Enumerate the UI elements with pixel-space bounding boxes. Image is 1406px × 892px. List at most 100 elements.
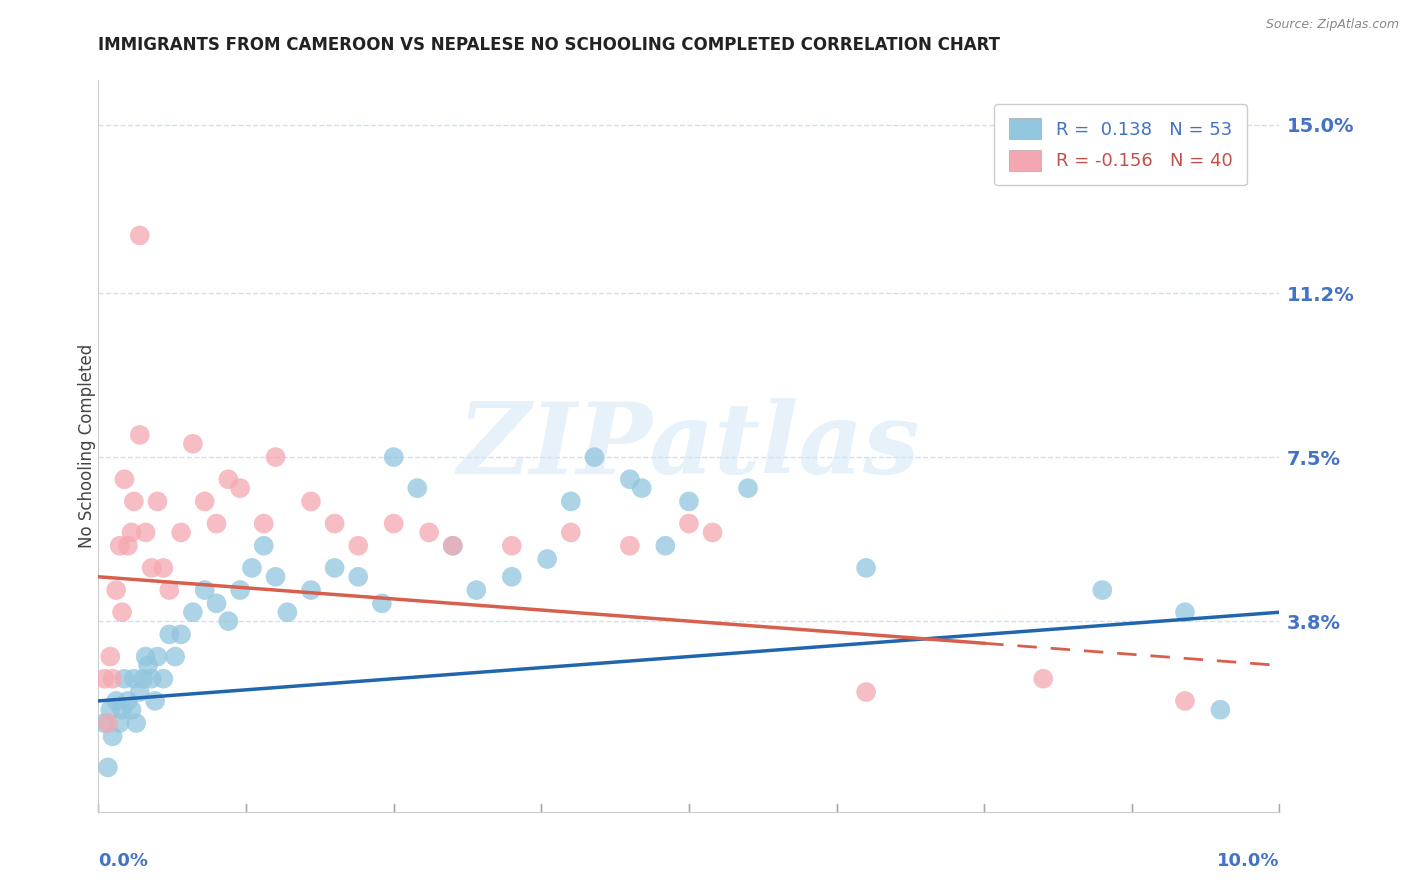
Point bbox=[264, 450, 287, 464]
Point bbox=[128, 685, 150, 699]
Point bbox=[630, 481, 652, 495]
Point bbox=[141, 561, 163, 575]
Point bbox=[97, 716, 120, 731]
Point bbox=[132, 672, 155, 686]
Point bbox=[194, 583, 217, 598]
Point bbox=[97, 760, 120, 774]
Point bbox=[465, 583, 488, 598]
Point bbox=[737, 481, 759, 495]
Point bbox=[141, 672, 163, 686]
Point bbox=[229, 583, 252, 598]
Point bbox=[229, 481, 252, 495]
Text: 0.0%: 0.0% bbox=[98, 852, 149, 870]
Point bbox=[1209, 703, 1232, 717]
Point bbox=[560, 494, 582, 508]
Point bbox=[1032, 672, 1054, 686]
Point bbox=[406, 481, 429, 495]
Point bbox=[382, 516, 405, 531]
Point bbox=[146, 494, 169, 508]
Point bbox=[143, 694, 166, 708]
Point bbox=[205, 596, 228, 610]
Point bbox=[299, 583, 322, 598]
Point bbox=[108, 539, 131, 553]
Point bbox=[205, 516, 228, 531]
Point bbox=[441, 539, 464, 553]
Point bbox=[105, 694, 128, 708]
Point bbox=[112, 472, 135, 486]
Point bbox=[93, 716, 115, 731]
Point bbox=[122, 494, 145, 508]
Point bbox=[323, 516, 346, 531]
Point bbox=[157, 627, 180, 641]
Point bbox=[181, 437, 204, 451]
Point bbox=[152, 561, 174, 575]
Point bbox=[560, 525, 582, 540]
Point bbox=[112, 672, 135, 686]
Point bbox=[347, 570, 370, 584]
Point bbox=[105, 583, 128, 598]
Point bbox=[128, 428, 150, 442]
Point bbox=[253, 539, 276, 553]
Point bbox=[101, 672, 124, 686]
Point bbox=[217, 614, 239, 628]
Point bbox=[165, 649, 187, 664]
Point bbox=[619, 539, 641, 553]
Point bbox=[371, 596, 394, 610]
Point bbox=[135, 525, 157, 540]
Point bbox=[855, 561, 877, 575]
Point bbox=[264, 570, 287, 584]
Point bbox=[146, 649, 169, 664]
Point bbox=[855, 685, 877, 699]
Text: 10.0%: 10.0% bbox=[1218, 852, 1279, 870]
Point bbox=[583, 450, 606, 464]
Point bbox=[654, 539, 676, 553]
Legend: R =  0.138   N = 53, R = -0.156   N = 40: R = 0.138 N = 53, R = -0.156 N = 40 bbox=[994, 104, 1247, 186]
Point bbox=[702, 525, 724, 540]
Point bbox=[678, 516, 700, 531]
Text: IMMIGRANTS FROM CAMEROON VS NEPALESE NO SCHOOLING COMPLETED CORRELATION CHART: IMMIGRANTS FROM CAMEROON VS NEPALESE NO … bbox=[98, 36, 1001, 54]
Point bbox=[121, 525, 143, 540]
Point bbox=[217, 472, 239, 486]
Point bbox=[108, 716, 131, 731]
Point bbox=[122, 672, 145, 686]
Point bbox=[382, 450, 405, 464]
Point bbox=[170, 627, 193, 641]
Point bbox=[125, 716, 148, 731]
Text: Source: ZipAtlas.com: Source: ZipAtlas.com bbox=[1265, 18, 1399, 31]
Point bbox=[111, 703, 134, 717]
Point bbox=[441, 539, 464, 553]
Point bbox=[1174, 694, 1197, 708]
Point bbox=[1174, 605, 1197, 619]
Point bbox=[135, 649, 157, 664]
Point bbox=[117, 539, 139, 553]
Point bbox=[678, 494, 700, 508]
Y-axis label: No Schooling Completed: No Schooling Completed bbox=[79, 344, 96, 548]
Point bbox=[501, 570, 523, 584]
Point bbox=[253, 516, 276, 531]
Point bbox=[170, 525, 193, 540]
Point bbox=[117, 694, 139, 708]
Point bbox=[299, 494, 322, 508]
Point bbox=[98, 649, 121, 664]
Point bbox=[323, 561, 346, 575]
Point bbox=[240, 561, 263, 575]
Point bbox=[93, 672, 115, 686]
Point bbox=[98, 703, 121, 717]
Point bbox=[536, 552, 558, 566]
Point bbox=[418, 525, 440, 540]
Point bbox=[501, 539, 523, 553]
Point bbox=[152, 672, 174, 686]
Point bbox=[181, 605, 204, 619]
Point bbox=[121, 703, 143, 717]
Point bbox=[347, 539, 370, 553]
Point bbox=[128, 228, 150, 243]
Point bbox=[276, 605, 298, 619]
Point bbox=[101, 730, 124, 744]
Point bbox=[619, 472, 641, 486]
Point bbox=[136, 658, 159, 673]
Text: ZIPatlas: ZIPatlas bbox=[458, 398, 920, 494]
Point bbox=[111, 605, 134, 619]
Point bbox=[194, 494, 217, 508]
Point bbox=[157, 583, 180, 598]
Point bbox=[1091, 583, 1114, 598]
